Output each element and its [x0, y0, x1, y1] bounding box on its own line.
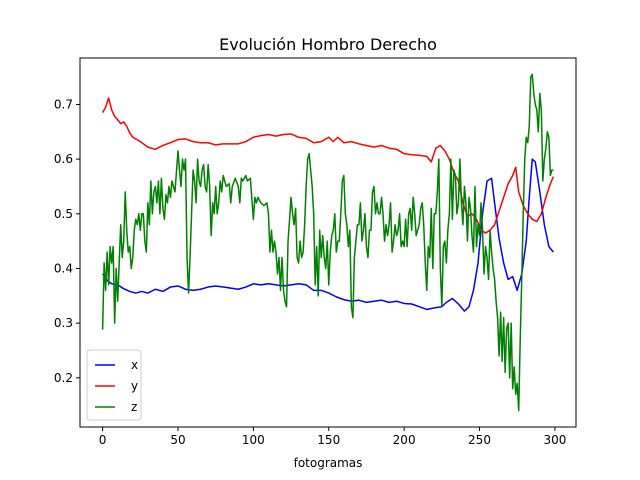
y-tick-label: 0.2 [54, 371, 73, 385]
chart-title: Evolución Hombro Derecho [219, 35, 437, 54]
x-axis-label: fotogramas [294, 456, 363, 470]
y-tick-label: 0.3 [54, 316, 73, 330]
x-tick-label: 200 [393, 433, 416, 447]
x-tick-label: 300 [543, 433, 566, 447]
axes-frame [79, 57, 577, 428]
x-tick-label: 150 [317, 433, 340, 447]
legend-label-y: y [131, 379, 138, 393]
y-axis-ticks: 0.2 0.3 0.4 0.5 0.6 0.7 [54, 97, 80, 385]
x-axis-ticks: 0 50 100 150 200 250 300 [99, 427, 566, 447]
y-tick-label: 0.6 [54, 152, 73, 166]
y-tick-label: 0.7 [54, 97, 73, 111]
series-x-line [101, 158, 554, 312]
series-layer [101, 73, 555, 412]
legend-box [86, 349, 142, 421]
x-tick-label: 250 [468, 433, 491, 447]
x-tick-label: 0 [99, 433, 107, 447]
legend-label-x: x [131, 358, 138, 372]
series-y-line [101, 97, 555, 234]
plot-area: 0 50 100 150 200 250 300 0.2 0.3 0.4 0.5 0.6 0.7 [54, 57, 577, 447]
series-z-line [101, 73, 554, 412]
legend-label-z: z [131, 400, 137, 414]
y-tick-label: 0.4 [54, 261, 73, 275]
x-tick-label: 50 [170, 433, 185, 447]
legend: xyz [86, 349, 142, 421]
y-tick-label: 0.5 [54, 207, 73, 221]
x-tick-label: 100 [242, 433, 265, 447]
